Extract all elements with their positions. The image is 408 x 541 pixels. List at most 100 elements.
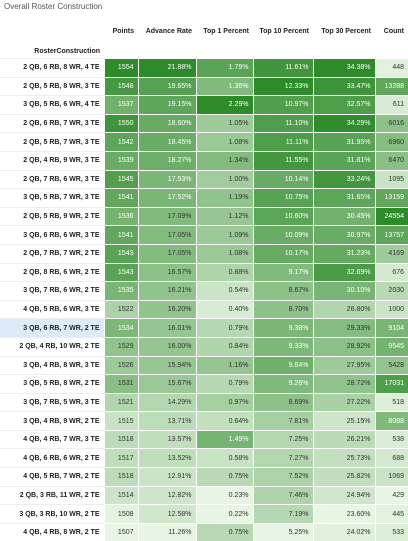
row-label[interactable]: 3 QB, 4 RB, 8 WR, 3 TE [0,356,104,375]
column-header-top-30-percent[interactable]: Top 30 Percent [313,18,375,44]
cell-top-10-percent: 10.75% [253,189,313,208]
cell-advance-rate: 13.57% [138,430,196,449]
row-label[interactable]: 3 QB, 5 RB, 8 WR, 2 TE [0,375,104,394]
cell-count: 533 [375,523,408,541]
column-header-blank [0,18,104,44]
cell-count: 5428 [375,356,408,375]
cell-top-10-percent: 10.97% [253,96,313,115]
cell-top-1-percent: 0.79% [196,319,253,338]
cell-points: 1529 [104,337,138,356]
cell-count: 8088 [375,412,408,431]
row-header-label: RosterConstruction [0,44,104,59]
row-label[interactable]: 3 QB, 7 RB, 6 WR, 2 TE [0,282,104,301]
cell-top-30-percent: 25.82% [313,468,375,487]
row-label[interactable]: 2 QB, 4 RB, 10 WR, 2 TE [0,337,104,356]
row-label[interactable]: 4 QB, 6 RB, 6 WR, 2 TE [0,449,104,468]
cell-top-10-percent: 9.17% [253,263,313,282]
cell-count: 6960 [375,133,408,152]
row-label[interactable]: 2 QB, 7 RB, 6 WR, 3 TE [0,170,104,189]
cell-top-1-percent: 1.19% [196,189,253,208]
cell-top-10-percent: 7.81% [253,412,313,431]
cell-count: 17031 [375,375,408,394]
cell-top-1-percent: 1.08% [196,133,253,152]
cell-count: 1000 [375,300,408,319]
row-label[interactable]: 2 QB, 4 RB, 9 WR, 3 TE [0,151,104,170]
cell-count: 518 [375,393,408,412]
row-header-spacer [104,44,138,59]
row-label[interactable]: 2 QB, 7 RB, 7 WR, 2 TE [0,244,104,263]
row-label[interactable]: 2 QB, 6 RB, 7 WR, 3 TE [0,114,104,133]
column-header-top-1-percent[interactable]: Top 1 Percent [196,18,253,44]
row-label[interactable]: 3 QB, 5 RB, 7 WR, 3 TE [0,189,104,208]
cell-count: 6470 [375,151,408,170]
cell-count: 9545 [375,337,408,356]
row-label[interactable]: 4 QB, 5 RB, 7 WR, 2 TE [0,468,104,487]
row-label[interactable]: 3 QB, 6 RB, 7 WR, 2 TE [0,319,104,338]
cell-top-30-percent: 32.69% [313,263,375,282]
row-label[interactable]: 4 QB, 4 RB, 8 WR, 2 TE [0,523,104,541]
row-label[interactable]: 3 QB, 7 RB, 5 WR, 3 TE [0,393,104,412]
cell-top-1-percent: 1.36% [196,77,253,96]
row-label[interactable]: 3 QB, 6 RB, 6 WR, 3 TE [0,226,104,245]
row-label[interactable]: 2 QB, 8 RB, 6 WR, 2 TE [0,263,104,282]
column-header-advance-rate[interactable]: Advance Rate [138,18,196,44]
row-label[interactable]: 2 QB, 6 RB, 8 WR, 4 TE [0,59,104,78]
row-label[interactable]: 4 QB, 5 RB, 6 WR, 3 TE [0,300,104,319]
column-header-top-10-percent[interactable]: Top 10 Percent [253,18,313,44]
cell-top-1-percent: 1.34% [196,151,253,170]
roster-table: Points Advance Rate Top 1 Percent Top 10… [0,18,408,541]
cell-top-30-percent: 26.80% [313,300,375,319]
cell-top-1-percent: 0.75% [196,523,253,541]
cell-points: 1534 [104,319,138,338]
column-header-count[interactable]: Count [375,18,408,44]
cell-points: 1541 [104,226,138,245]
cell-points: 1515 [104,412,138,431]
cell-top-10-percent: 9.38% [253,319,313,338]
column-header-points[interactable]: Points [104,18,138,44]
cell-advance-rate: 14.29% [138,393,196,412]
row-label[interactable]: 4 QB, 4 RB, 7 WR, 3 TE [0,430,104,449]
cell-top-30-percent: 25.15% [313,412,375,431]
cell-top-10-percent: 5.25% [253,523,313,541]
cell-top-1-percent: 1.49% [196,430,253,449]
row-label[interactable]: 3 QB, 3 RB, 10 WR, 2 TE [0,505,104,524]
row-label[interactable]: 3 QB, 4 RB, 9 WR, 2 TE [0,412,104,431]
row-label[interactable]: 2 QB, 5 RB, 9 WR, 2 TE [0,207,104,226]
row-label[interactable]: 3 QB, 5 RB, 6 WR, 4 TE [0,96,104,115]
cell-count: 538 [375,430,408,449]
row-label[interactable]: 2 QB, 5 RB, 7 WR, 3 TE [0,133,104,152]
cell-top-10-percent: 9.84% [253,356,313,375]
cell-points: 1518 [104,468,138,487]
cell-points: 1543 [104,244,138,263]
cell-top-10-percent: 7.27% [253,449,313,468]
row-label[interactable]: 2 QB, 3 RB, 11 WR, 2 TE [0,486,104,505]
row-label[interactable]: 2 QB, 5 RB, 8 WR, 3 TE [0,77,104,96]
cell-count: 4169 [375,244,408,263]
